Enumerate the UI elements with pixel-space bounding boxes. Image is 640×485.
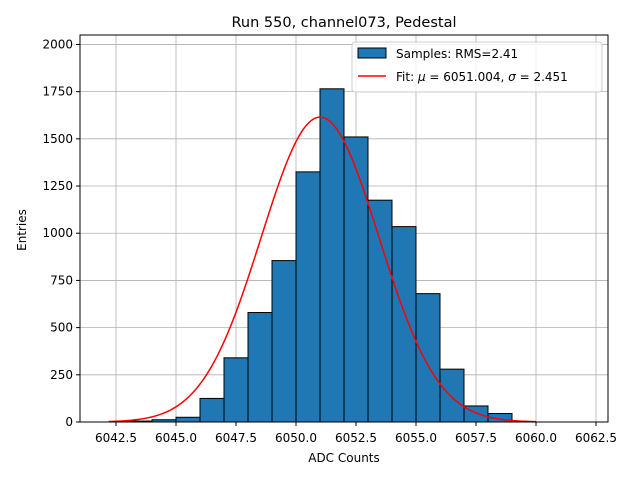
- y-tick-label: 750: [50, 273, 73, 287]
- y-tick-label: 250: [50, 368, 73, 382]
- histogram-bars: [127, 88, 513, 423]
- x-tick-label: 6060.0: [515, 431, 557, 445]
- x-tick-label: 6047.5: [215, 431, 257, 445]
- x-axis-label: ADC Counts: [308, 451, 380, 465]
- chart-title: Run 550, channel073, Pedestal: [231, 15, 456, 31]
- histogram-bar: [319, 88, 345, 423]
- x-axis-ticks: 6042.5 6045.0 6047.5 6050.0 6052.5 6055.0 6057…: [95, 422, 617, 445]
- histogram-bar: [439, 368, 465, 423]
- histogram-bar: [247, 312, 273, 423]
- y-tick-label: 1000: [42, 226, 73, 240]
- axes-frame: [79, 34, 609, 423]
- legend-label-fit: Fit: μ = 6051.004, σ = 2.451: [396, 70, 568, 84]
- histogram-bar: [295, 171, 321, 423]
- y-axis-ticks: 0 250 500 750 1000 1250 1500 1750 2000: [42, 37, 80, 429]
- histogram-bar: [271, 260, 297, 423]
- x-tick-label: 6062.5: [575, 431, 617, 445]
- histogram-bar: [175, 416, 201, 423]
- fit-curve-group: [108, 116, 537, 423]
- x-tick-label: 6055.0: [395, 431, 437, 445]
- histogram-bar: [391, 226, 417, 423]
- histogram-bar: [367, 199, 393, 423]
- y-tick-label: 1500: [42, 132, 73, 146]
- legend-fit-mu-symbol: μ: [417, 70, 426, 84]
- legend-fit-mu-value: = 6051.004,: [426, 70, 509, 84]
- legend-frame: [351, 41, 603, 93]
- legend-fit-prefix: Fit:: [396, 70, 418, 84]
- histogram-bar: [223, 357, 249, 423]
- y-tick-label: 1250: [42, 179, 73, 193]
- y-tick-label: 500: [50, 321, 73, 335]
- legend: Samples: RMS=2.41 Fit: μ = 6051.004, σ =…: [351, 41, 603, 93]
- histogram-bar: [343, 136, 369, 423]
- histogram-bar: [415, 293, 441, 423]
- legend-label-samples: Samples: RMS=2.41: [396, 47, 518, 61]
- fit-curve: [108, 116, 537, 423]
- y-tick-label: 1750: [42, 85, 73, 99]
- x-tick-label: 6050.0: [275, 431, 317, 445]
- legend-fit-sigma-value: = 2.451: [516, 70, 568, 84]
- x-tick-label: 6052.5: [335, 431, 377, 445]
- legend-swatch-samples: [357, 47, 387, 59]
- y-tick-label: 0: [65, 415, 73, 429]
- x-tick-label: 6042.5: [95, 431, 137, 445]
- histogram-bar: [199, 397, 225, 423]
- x-tick-label: 6045.0: [155, 431, 197, 445]
- x-tick-label: 6057.5: [455, 431, 497, 445]
- legend-fit-sigma-symbol: σ: [508, 70, 516, 84]
- y-axis-label: Entries: [15, 209, 29, 251]
- y-tick-label: 2000: [42, 37, 73, 51]
